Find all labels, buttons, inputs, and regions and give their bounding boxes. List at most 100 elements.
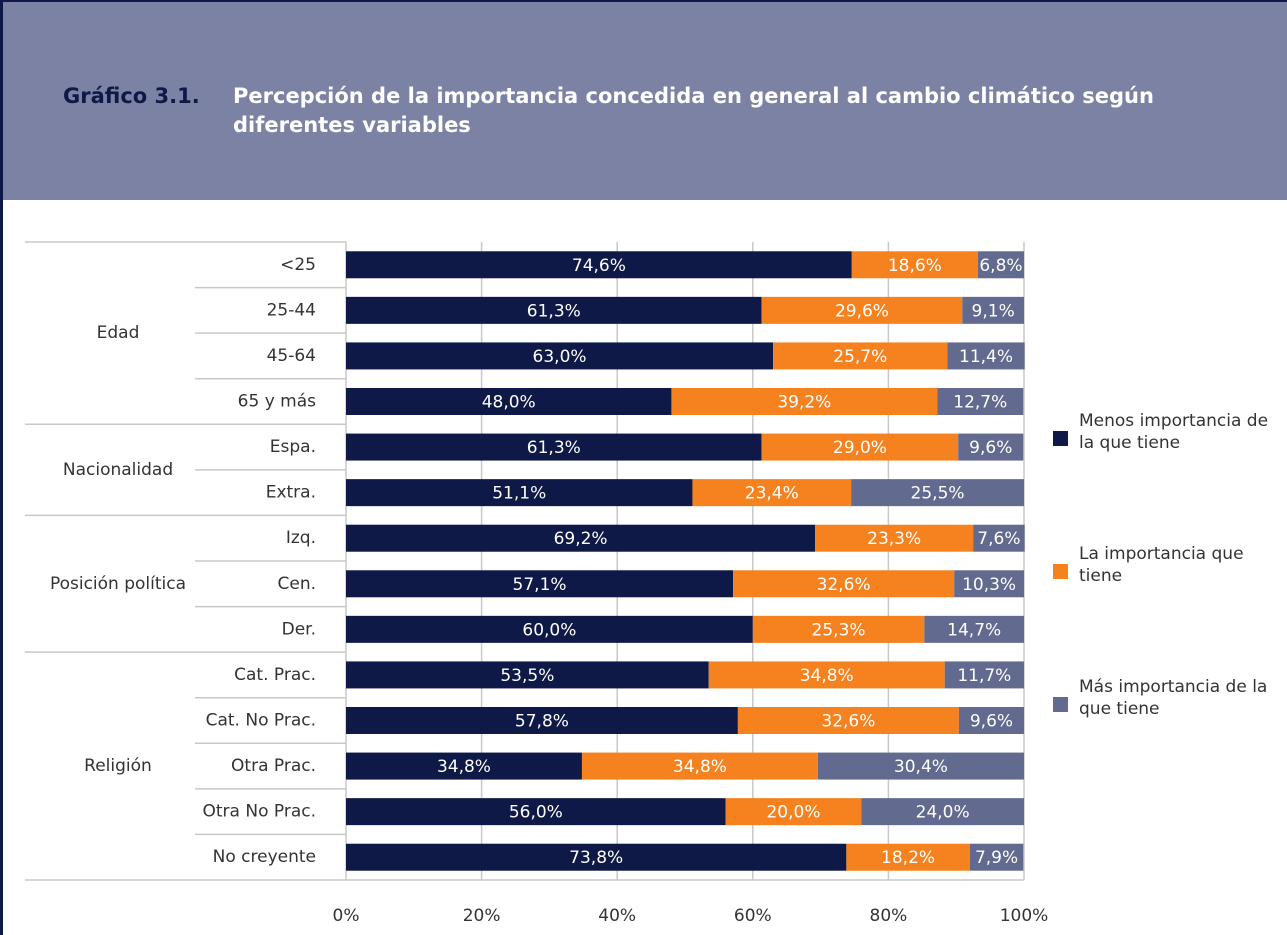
data-label: 11,4%: [959, 347, 1013, 367]
data-label: 29,0%: [833, 438, 887, 458]
data-label: 32,6%: [817, 575, 871, 595]
group-label: Nacionalidad: [62, 459, 174, 480]
data-label: 23,4%: [745, 484, 799, 504]
bar-segment: [752, 615, 925, 643]
title-prefix: Gráfico 3.1.: [63, 84, 200, 108]
x-tick-label: 80%: [870, 906, 908, 926]
bar-segment: [346, 570, 734, 598]
bar-segment: [346, 752, 582, 780]
x-tick-label: 0%: [333, 906, 360, 926]
bar-segment: [958, 707, 1024, 734]
x-tick-label: 60%: [734, 906, 772, 926]
legend-label: La importancia que tiene: [1079, 544, 1244, 586]
bar-segment: [977, 251, 1024, 279]
group-label: Posición política: [49, 573, 187, 594]
data-label: 29,6%: [835, 301, 889, 321]
data-label: 61,3%: [527, 301, 581, 321]
bar-segment: [761, 296, 963, 324]
chart-title: Percepción de la importancia concedida e…: [233, 84, 1154, 137]
data-label: 34,8%: [673, 757, 727, 777]
data-label: 51,1%: [492, 484, 546, 504]
data-label: 34,8%: [437, 757, 491, 777]
data-label: 25,3%: [812, 620, 866, 640]
category-label: Izq.: [286, 528, 316, 548]
bar-segment: [346, 843, 847, 871]
data-label: 7,6%: [977, 529, 1020, 549]
category-label: 45-64: [267, 346, 316, 366]
data-label: 10,3%: [962, 575, 1016, 595]
bar-segment: [692, 479, 852, 507]
category-label: Extra.: [266, 483, 316, 503]
bar-segment: [733, 570, 955, 598]
bar-segment: [346, 479, 693, 507]
bar-segment: [846, 843, 970, 871]
legend-swatch: [1053, 564, 1068, 579]
data-label: 24,0%: [916, 803, 970, 823]
bar-segment: [671, 388, 938, 415]
bar-segment: [708, 661, 945, 689]
bar-segment: [725, 798, 862, 826]
data-label: 69,2%: [554, 529, 608, 549]
bar-segment: [581, 752, 818, 780]
bar-segment: [954, 570, 1024, 598]
data-label: 53,5%: [500, 666, 554, 686]
data-label: 23,3%: [867, 529, 921, 549]
category-label: Cat. No Prac.: [206, 711, 316, 731]
data-label: 20,0%: [766, 803, 820, 823]
data-label: 9,6%: [970, 712, 1013, 732]
legend-swatch: [1053, 431, 1068, 446]
bar-segment: [346, 707, 738, 734]
bar-segment: [947, 342, 1025, 370]
bar-segment: [973, 524, 1025, 552]
title-row: Gráfico 3.1. Percepción de la importanci…: [63, 82, 1273, 140]
bar-segment: [817, 752, 1024, 780]
bar-segment: [962, 296, 1024, 324]
data-label: 32,6%: [821, 712, 875, 732]
data-label: 60,0%: [522, 620, 576, 640]
group-label: Religión: [84, 756, 152, 777]
legend-label: Más importancia de la que tiene: [1079, 677, 1268, 719]
bar-segment: [861, 798, 1024, 826]
data-label: 57,8%: [515, 712, 569, 732]
category-label: No creyente: [213, 847, 316, 867]
data-label: 56,0%: [509, 803, 563, 823]
data-label: 6,8%: [979, 256, 1022, 276]
bar-segment: [958, 433, 1024, 461]
bar-segment: [969, 843, 1024, 871]
data-label: 18,6%: [888, 256, 942, 276]
data-label: 25,7%: [833, 347, 887, 367]
category-label: 25-44: [267, 300, 316, 320]
x-tick-label: 40%: [598, 906, 636, 926]
category-label: Espa.: [270, 437, 316, 457]
data-label: 34,8%: [800, 666, 854, 686]
data-label: 74,6%: [572, 256, 626, 276]
category-label: Cen.: [277, 574, 316, 594]
category-label: <25: [280, 255, 316, 275]
bar-segment: [761, 433, 959, 461]
group-label: Edad: [96, 323, 140, 344]
bar-segment: [346, 388, 672, 415]
data-label: 9,6%: [969, 438, 1012, 458]
category-label: Der.: [282, 619, 316, 639]
bar-segment: [815, 524, 974, 552]
data-label: 18,2%: [881, 848, 935, 868]
bar-segment: [346, 296, 762, 324]
data-label: 25,5%: [911, 484, 965, 504]
category-label: Otra Prac.: [231, 756, 316, 776]
legend-label: Menos importancia de la que tiene: [1079, 411, 1269, 453]
bar-segment: [346, 798, 726, 826]
bar-segment: [346, 251, 852, 279]
bar-segment: [737, 707, 959, 734]
data-label: 57,1%: [513, 575, 567, 595]
category-label: Cat. Prac.: [234, 665, 316, 685]
category-label: 65 y más: [238, 392, 316, 412]
bar-segment: [346, 615, 753, 643]
data-label: 61,3%: [527, 438, 581, 458]
data-label: 73,8%: [569, 848, 623, 868]
x-tick-label: 100%: [1000, 906, 1049, 926]
bar-segment: [937, 388, 1024, 415]
chart: 0% 20% 40% 60% 80% 100% <25 74,6% 18,6% 6,8% 25-44…: [25, 241, 1049, 926]
bar-segment: [346, 433, 762, 461]
bar-segment: [773, 342, 948, 370]
